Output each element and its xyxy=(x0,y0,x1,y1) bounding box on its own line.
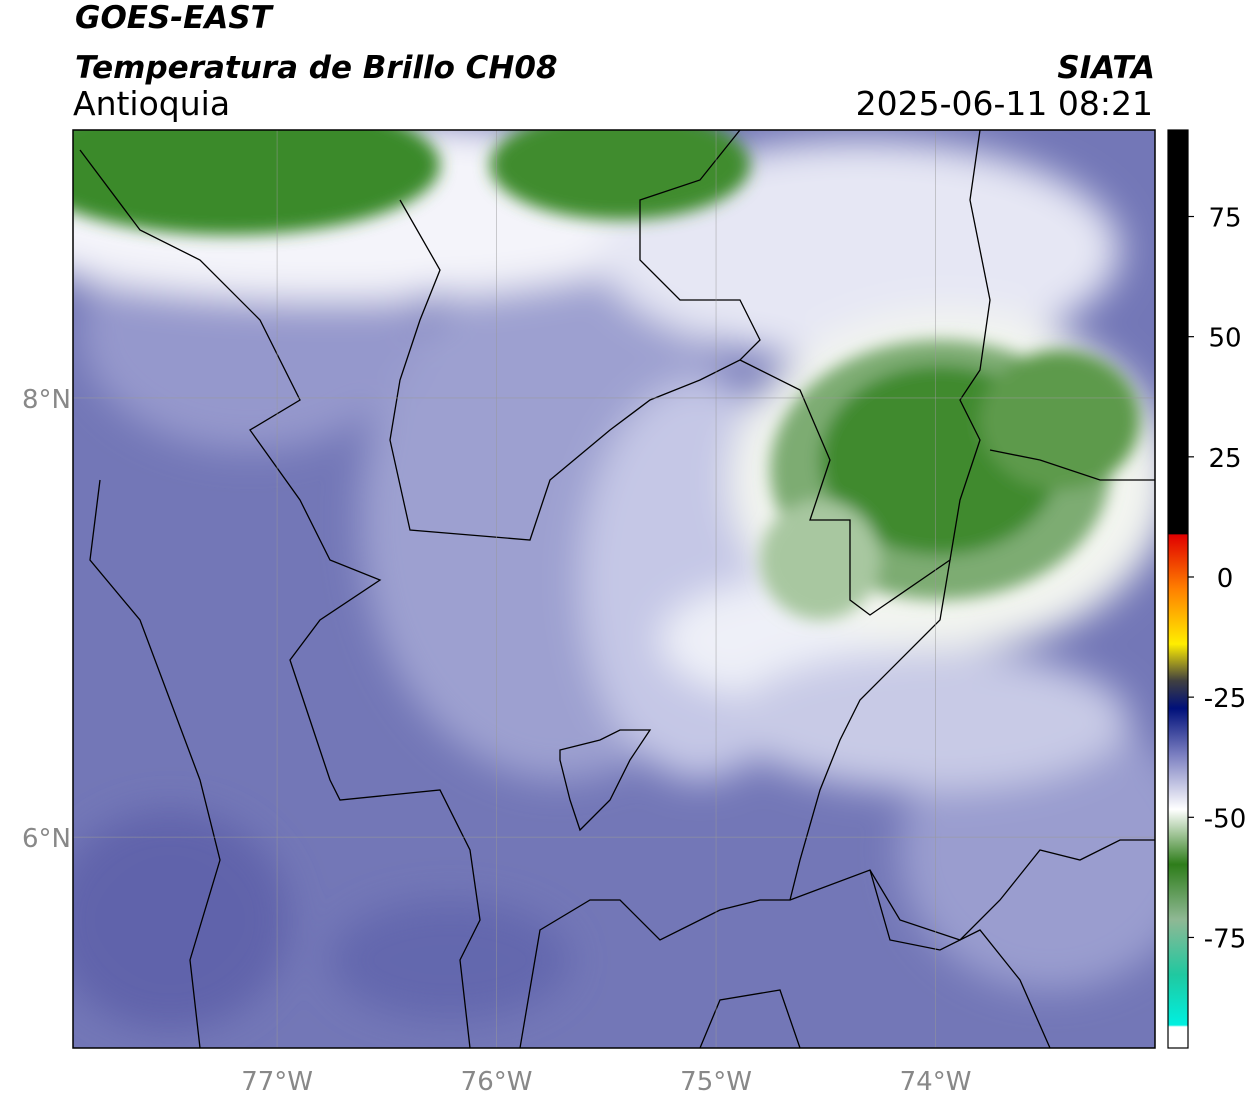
title: GOES-EAST xyxy=(75,0,275,36)
y-tick-label: 6°N xyxy=(22,824,71,854)
colorbar xyxy=(1167,129,1189,1049)
x-tick-label: 75°W xyxy=(680,1067,752,1097)
x-tick-label: 77°W xyxy=(241,1067,313,1097)
colorbar-tick-label: 0 xyxy=(1217,564,1234,594)
satellite-image xyxy=(73,130,1155,1048)
source: SIATA xyxy=(1057,50,1155,86)
y-tick-label: 8°N xyxy=(22,385,71,415)
colorbar-tick-label: 25 xyxy=(1208,444,1241,474)
colorbar-tick-label: 75 xyxy=(1208,204,1241,234)
grid xyxy=(73,130,1155,1048)
x-tick-label: 74°W xyxy=(900,1067,972,1097)
region: Antioquia xyxy=(73,84,230,123)
colorbar-tick-label: -25 xyxy=(1204,684,1246,714)
colorbar-tick-label: -75 xyxy=(1204,924,1246,954)
colorbar-tick-label: -50 xyxy=(1204,804,1246,834)
x-tick-label: 76°W xyxy=(461,1067,533,1097)
colorbar-tick-label: 50 xyxy=(1208,324,1241,354)
timestamp: 2025-06-11 08:21 xyxy=(856,84,1153,123)
map-frame xyxy=(72,129,1156,1049)
subtitle: Temperatura de Brillo CH08 xyxy=(75,50,558,86)
